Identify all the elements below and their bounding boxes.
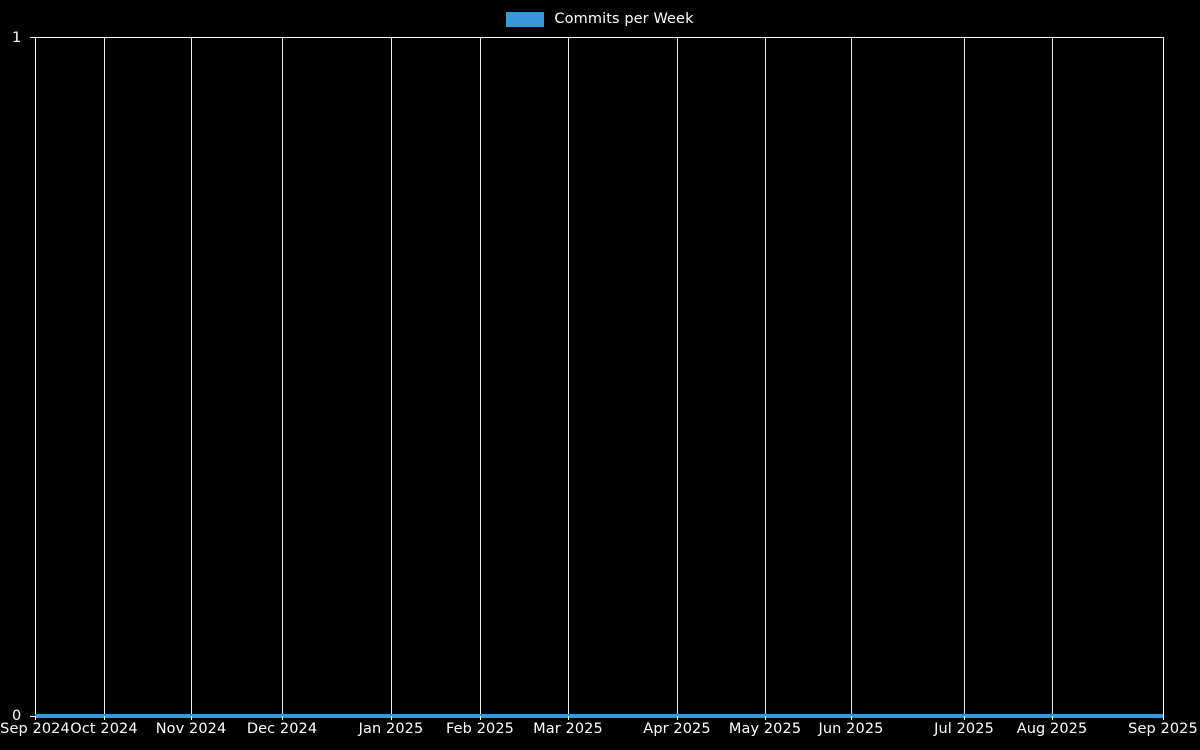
x-tick-label: Aug 2025 [1016, 721, 1088, 737]
x-tick-mark [391, 716, 393, 720]
chart-legend: Commits per Week [0, 6, 1200, 32]
x-tick-mark [282, 716, 284, 720]
y-tick-label-0: 0 [12, 707, 22, 724]
gridline-x [480, 37, 482, 716]
x-tick-label: Apr 2025 [643, 721, 711, 737]
x-tick-mark [104, 716, 106, 720]
x-tick-label: Nov 2024 [155, 721, 227, 737]
x-tick-label: Dec 2024 [246, 721, 318, 737]
x-tick-mark [677, 716, 679, 720]
x-tick-label: Sep 2024 [0, 721, 70, 737]
x-tick-mark [480, 716, 482, 720]
gridline-x [191, 37, 193, 716]
x-tick-mark [964, 716, 966, 720]
x-tick-label: Feb 2025 [446, 721, 514, 737]
gridline-x [568, 37, 570, 716]
gridline-x [677, 37, 679, 716]
plot-area [35, 37, 1164, 717]
gridline-x [1163, 37, 1165, 716]
x-tick-mark [191, 716, 193, 720]
x-tick-label: May 2025 [728, 721, 802, 737]
gridline-x [282, 37, 284, 716]
gridline-x [391, 37, 393, 716]
x-tick-mark [765, 716, 767, 720]
x-tick-mark [1052, 716, 1054, 720]
x-tick-mark [851, 716, 853, 720]
x-tick-mark [1163, 716, 1165, 720]
x-tick-mark [568, 716, 570, 720]
y-tick-label-1: 1 [12, 29, 22, 46]
series-line-commits-per-week [35, 714, 1163, 718]
legend-label-commits-per-week: Commits per Week [554, 10, 694, 27]
x-tick-label: Oct 2024 [70, 721, 138, 737]
gridline-x [851, 37, 853, 716]
x-tick-label: Jun 2025 [818, 721, 884, 737]
x-tick-mark [35, 716, 37, 720]
y-tick-mark [30, 716, 35, 718]
y-tick-mark [30, 37, 35, 39]
gridline-x [765, 37, 767, 716]
gridline-x [1052, 37, 1054, 716]
gridline-x [104, 37, 106, 716]
x-tick-label: Sep 2025 [1128, 721, 1198, 737]
gridline-x [964, 37, 966, 716]
x-tick-label: Jan 2025 [358, 721, 424, 737]
x-tick-label: Mar 2025 [533, 721, 603, 737]
legend-swatch-commits-per-week [506, 11, 545, 27]
x-tick-label: Jul 2025 [934, 721, 994, 737]
